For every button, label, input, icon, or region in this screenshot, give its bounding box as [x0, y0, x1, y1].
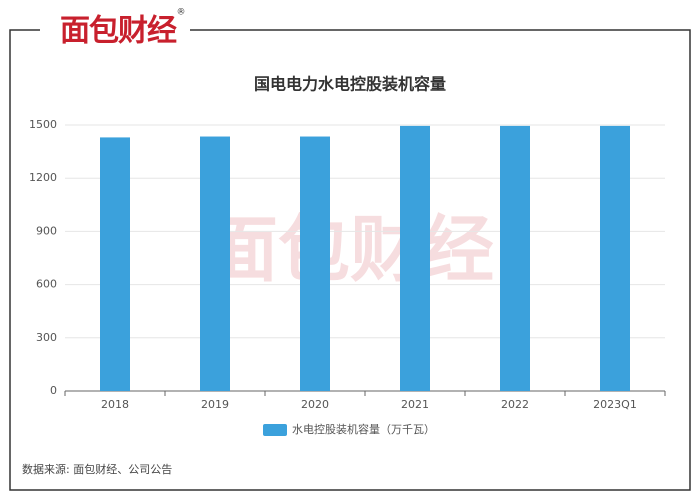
- x-tick-label: 2023Q1: [593, 398, 637, 411]
- y-tick-label: 0: [50, 384, 57, 397]
- y-tick-label: 1200: [29, 171, 57, 184]
- y-tick-label: 900: [36, 224, 57, 237]
- x-tick-label: 2018: [101, 398, 129, 411]
- logo-bg: [40, 10, 190, 50]
- y-tick-label: 300: [36, 331, 57, 344]
- bar: [300, 136, 330, 391]
- legend-swatch: [263, 424, 287, 436]
- x-tick-label: 2020: [301, 398, 329, 411]
- bar: [400, 125, 430, 392]
- frame: [9, 29, 691, 491]
- source: 数据来源: 面包财经、公司公告: [22, 462, 172, 476]
- y-tick-label: 1500: [29, 118, 57, 131]
- x-tick-label: 2019: [201, 398, 229, 411]
- x-tick-label: 2022: [501, 398, 529, 411]
- legend-label: 水电控股装机容量（万千瓦）: [292, 422, 435, 436]
- bar: [100, 137, 130, 391]
- watermark: 面包财经: [206, 208, 494, 292]
- bar: [200, 136, 230, 391]
- x-tick-label: 2021: [401, 398, 429, 411]
- logo-mark: ®: [177, 8, 186, 18]
- bar: [600, 125, 630, 392]
- bar: [500, 125, 530, 392]
- logo: 面包财经: [60, 14, 177, 49]
- chart-title: 国电电力水电控股装机容量: [254, 75, 446, 94]
- y-tick-label: 600: [36, 278, 57, 291]
